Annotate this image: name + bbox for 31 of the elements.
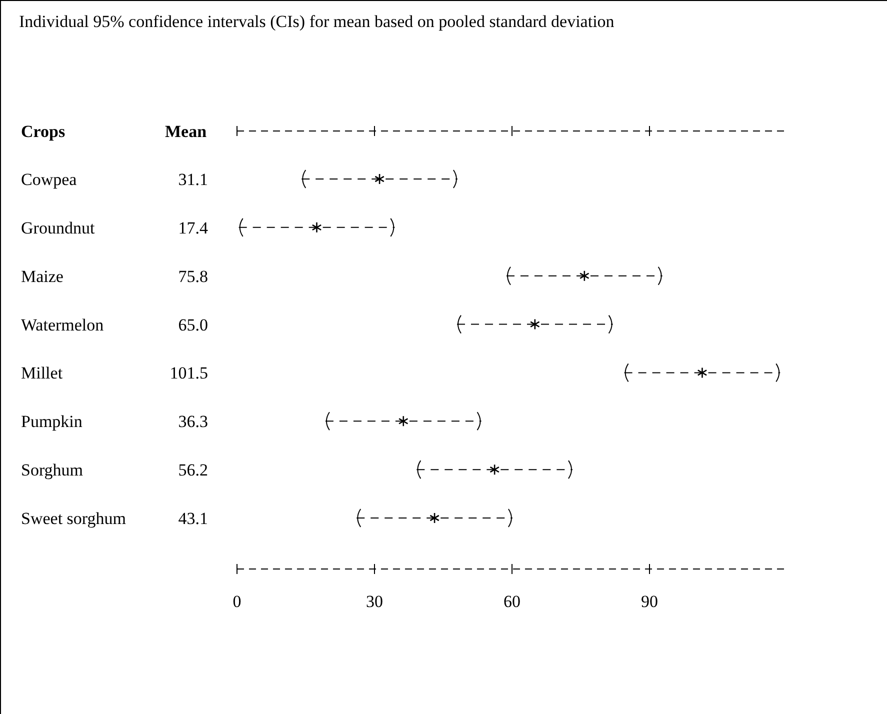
point xyxy=(697,367,708,378)
y-tick-label: Millet xyxy=(21,364,63,383)
chart-title: Individual 95% confidence intervals (CIs) for mean based on pooled standard deviation xyxy=(19,12,615,31)
y-tick-label: Sorghum xyxy=(21,460,84,480)
point xyxy=(374,173,385,185)
x-tick-label: 90 xyxy=(641,592,658,611)
point xyxy=(579,270,590,282)
y-tick-label: Cowpea xyxy=(21,170,78,189)
data-label: 101.5 xyxy=(170,364,208,383)
y-tick-label: Sweet sorghum xyxy=(21,509,126,528)
y-tick-label: Pumpkin xyxy=(21,412,83,432)
y-axis-title: Crops xyxy=(21,122,66,141)
data-label: 56.2 xyxy=(178,460,208,480)
x-tick-label: 60 xyxy=(504,592,520,611)
point xyxy=(398,415,408,427)
point xyxy=(490,464,500,476)
point xyxy=(312,222,322,234)
y-tick-label: Watermelon xyxy=(21,315,104,334)
data-label: 17.4 xyxy=(178,218,208,238)
text: Mean xyxy=(165,122,208,141)
point xyxy=(430,512,440,524)
x-tick-label: 30 xyxy=(366,592,383,611)
y-tick-label: Maize xyxy=(21,266,64,286)
y-tick-label: Groundnut xyxy=(21,218,95,238)
data-label: 43.1 xyxy=(178,509,208,528)
data-label: 36.3 xyxy=(178,412,208,432)
data-label: 75.8 xyxy=(178,266,208,286)
data-label: 31.1 xyxy=(178,170,208,189)
data-label: 65.0 xyxy=(178,315,208,334)
x-tick-label: 0 xyxy=(232,592,242,611)
point xyxy=(530,318,540,330)
